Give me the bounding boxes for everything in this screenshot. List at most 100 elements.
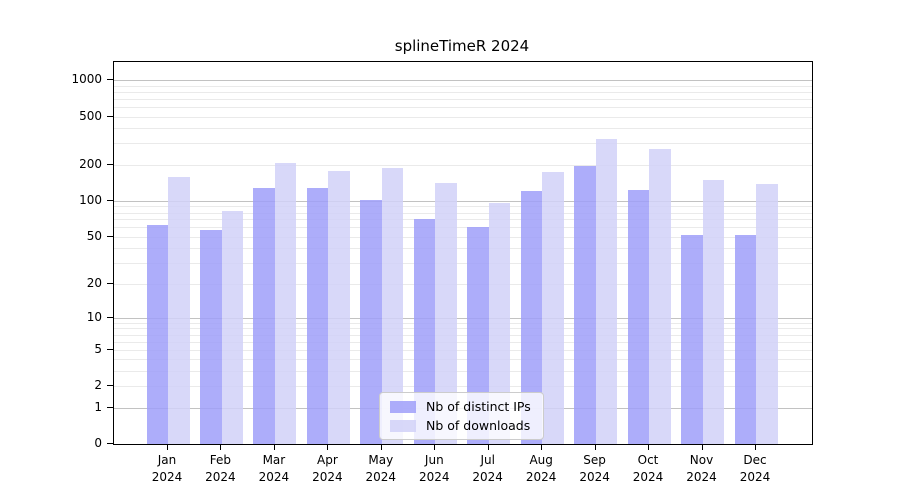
minor-gridline [114,106,812,108]
major-gridline [114,200,812,202]
bar-distinct-ips-sep [574,165,596,444]
y-tick-label-500: 500 [79,108,102,123]
legend-swatch-distinct-ips [390,400,416,413]
bar-downloads-nov [702,180,724,444]
y-tick-label-10: 10 [86,309,102,324]
bar-distinct-ips-apr [306,188,329,444]
x-tick-mark [701,444,703,450]
x-axis-month-label-apr: Apr 2024 [312,453,343,484]
x-axis-month-label-sep: Sep 2024 [579,453,610,484]
bar-distinct-ips-jul [467,226,489,444]
minor-gridline [114,116,812,118]
chart-title: splineTimeR 2024 [394,37,530,55]
minor-gridline [114,91,812,93]
x-axis-month-label-dec: Dec 2024 [739,453,771,484]
x-axis-month-label-oct: Oct 2024 [632,453,664,484]
major-gridline [114,80,812,81]
y-tick-mark [107,348,113,350]
bar-distinct-ips-may [360,199,382,444]
y-tick-mark [107,199,113,201]
legend-item-downloads: Nb of downloads [390,418,531,433]
x-tick-mark [273,444,275,450]
y-tick-mark [107,385,113,387]
bar-downloads-jul [488,203,511,444]
x-tick-mark [648,444,649,450]
x-tick-mark [755,444,756,450]
x-tick-mark [541,444,543,450]
bar-downloads-jan [168,177,190,444]
x-axis-month-label-may: May 2024 [365,453,397,484]
y-tick-label-1: 1 [94,399,102,414]
bar-downloads-oct [649,148,671,444]
bar-downloads-may [381,168,404,444]
bar-distinct-ips-aug [520,191,543,444]
minor-gridline [114,206,812,208]
y-tick-label-5: 5 [94,341,102,356]
minor-gridline [114,143,812,145]
minor-gridline [114,212,812,214]
minor-gridline [114,85,812,87]
x-axis-month-label-feb: Feb 2024 [205,453,236,484]
legend-label-downloads: Nb of downloads [426,418,531,433]
legend-item-distinct-ips: Nb of distinct IPs [390,399,531,414]
minor-gridline [114,128,812,130]
bar-distinct-ips-jun [413,219,436,444]
x-tick-mark [327,444,329,450]
minor-gridline [114,322,812,324]
x-tick-mark [487,444,489,450]
y-tick-mark [107,163,113,165]
x-axis-month-label-nov: Nov 2024 [686,453,717,484]
major-gridline [114,317,812,319]
bar-downloads-sep [595,138,618,444]
plot-area [113,61,813,445]
bar-downloads-aug [542,171,564,444]
y-tick-label-2: 2 [94,378,102,393]
x-axis-month-label-jul: Jul 2024 [472,453,503,484]
legend: Nb of distinct IPs Nb of downloads [379,392,544,440]
bar-distinct-ips-nov [681,234,703,444]
minor-gridline [114,371,812,372]
y-tick-mark [107,443,113,444]
bar-distinct-ips-mar [253,188,275,444]
bar-downloads-apr [328,170,350,444]
minor-gridline [114,283,812,285]
y-tick-mark [107,282,113,284]
minor-gridline [114,219,812,221]
minor-gridline [114,236,812,238]
minor-gridline [114,164,812,166]
bar-distinct-ips-jan [146,224,168,444]
y-tick-label-1000: 1000 [71,72,102,86]
bar-downloads-jun [435,183,457,444]
minor-gridline [114,341,812,343]
minor-gridline [114,248,812,250]
legend-swatch-downloads [390,419,416,432]
minor-gridline [114,328,812,330]
x-axis-month-label-aug: Aug 2024 [525,453,557,484]
x-tick-mark [434,444,436,450]
minor-gridline [114,334,812,336]
minor-gridline [114,98,812,100]
x-axis-month-label-mar: Mar 2024 [258,453,290,484]
y-tick-mark [107,406,113,408]
x-tick-mark [167,444,168,450]
x-tick-mark [220,444,222,450]
x-tick-mark [380,444,382,450]
minor-gridline [114,359,812,361]
bar-distinct-ips-dec [734,234,756,444]
y-tick-mark [107,115,113,117]
x-axis-month-label-jun: Jun 2024 [419,453,450,484]
y-tick-label-0: 0 [94,436,102,450]
x-axis-month-label-jan: Jan 2024 [151,453,183,484]
bar-distinct-ips-oct [627,189,649,444]
bar-downloads-dec [756,184,778,444]
minor-gridline [114,349,812,351]
y-tick-label-100: 100 [79,192,102,207]
y-tick-mark [107,235,113,237]
y-tick-label-20: 20 [86,275,102,290]
minor-gridline [114,386,812,388]
minor-gridline [114,227,812,229]
y-tick-mark [107,316,113,318]
x-tick-mark [594,444,596,450]
bar-downloads-feb [221,211,243,444]
